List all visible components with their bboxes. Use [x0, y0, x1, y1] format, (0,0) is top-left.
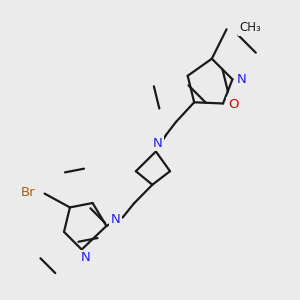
Text: N: N	[80, 251, 90, 264]
Text: CH₃: CH₃	[240, 21, 262, 34]
Text: N: N	[110, 213, 120, 226]
Text: Br: Br	[21, 186, 36, 199]
Text: O: O	[228, 98, 238, 111]
Text: N: N	[236, 73, 246, 86]
Text: N: N	[152, 137, 162, 150]
